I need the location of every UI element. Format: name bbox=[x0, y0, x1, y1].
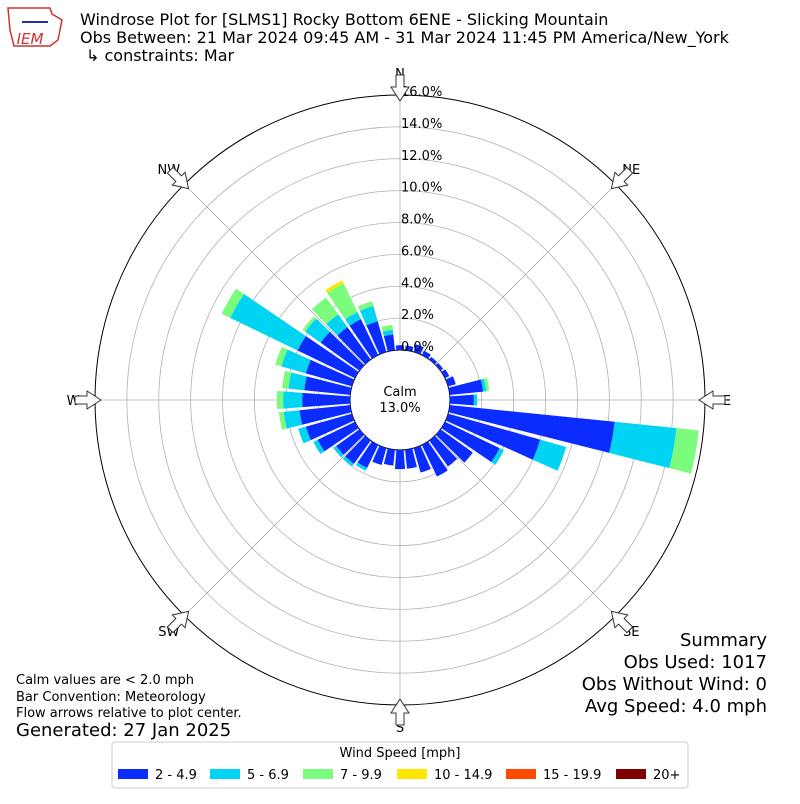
legend-swatch bbox=[616, 769, 646, 779]
legend-label: 10 - 14.9 bbox=[434, 768, 492, 783]
wedge bbox=[474, 394, 477, 405]
y-tick-label: 12.0% bbox=[401, 149, 442, 164]
legend-swatch bbox=[397, 769, 427, 779]
legend-swatch bbox=[303, 769, 333, 779]
y-tick-label: 4.0% bbox=[401, 276, 434, 291]
y-tick-label: 10.0% bbox=[401, 181, 442, 196]
wedge bbox=[450, 395, 474, 406]
legend-label: 2 - 4.9 bbox=[155, 768, 197, 783]
y-tick-label: 2.0% bbox=[401, 308, 434, 323]
legend-swatch bbox=[210, 769, 240, 779]
legend-label: 15 - 19.9 bbox=[543, 768, 601, 783]
constraints: ↳ constraints: Mar bbox=[86, 46, 234, 65]
legend-label: 20+ bbox=[653, 768, 680, 783]
chart-subtitle: Obs Between: 21 Mar 2024 09:45 AM - 31 M… bbox=[80, 28, 730, 48]
y-tick-label: 14.0% bbox=[401, 117, 442, 132]
summary: Summary bbox=[680, 630, 767, 651]
legend-label: 7 - 9.9 bbox=[340, 768, 382, 783]
y-tick-label: 8.0% bbox=[401, 213, 434, 228]
calm-value: 13.0% bbox=[379, 401, 420, 416]
legend-swatch bbox=[118, 769, 148, 779]
wedge bbox=[283, 391, 302, 408]
calm-label: Calm bbox=[383, 385, 416, 400]
note: Flow arrows relative to plot center. bbox=[16, 706, 242, 721]
logo-text: IEM bbox=[17, 30, 44, 48]
summary: Obs Used: 1017 bbox=[624, 652, 767, 673]
generated: Generated: 27 Jan 2025 bbox=[16, 720, 231, 741]
summary: Obs Without Wind: 0 bbox=[582, 674, 767, 695]
legend-swatch bbox=[506, 769, 536, 779]
y-tick-label: 0.0% bbox=[401, 340, 434, 355]
summary: Avg Speed: 4.0 mph bbox=[585, 696, 767, 717]
legend-label: 5 - 6.9 bbox=[247, 768, 289, 783]
y-tick-label: 6.0% bbox=[401, 244, 434, 259]
legend-title: Wind Speed [mph] bbox=[340, 746, 461, 761]
chart-title: Windrose Plot for [SLMS1] Rocky Bottom 6… bbox=[80, 10, 608, 29]
wedge bbox=[395, 450, 405, 469]
note: Bar Convention: Meteorology bbox=[16, 690, 206, 705]
wedge bbox=[277, 391, 284, 409]
note: Calm values are < 2.0 mph bbox=[16, 673, 194, 688]
